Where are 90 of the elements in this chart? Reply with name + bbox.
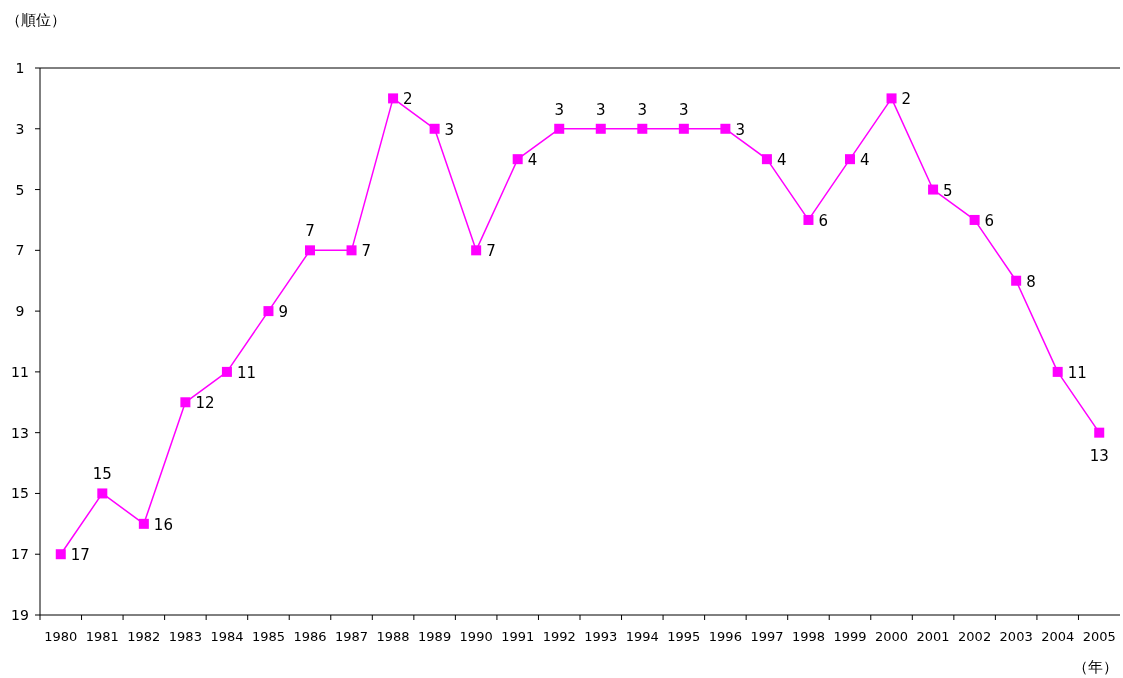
x-tick-label: 1990 <box>459 629 493 644</box>
y-tick-label: 3 <box>15 120 25 137</box>
data-label: 7 <box>486 242 496 261</box>
x-tick-label: 1996 <box>708 629 742 644</box>
y-axis-title: （順位） <box>6 11 66 29</box>
y-tick-label: 7 <box>15 242 25 259</box>
x-tick-label: 1993 <box>584 629 618 644</box>
x-tick-label: 1980 <box>44 629 78 644</box>
y-tick-label: 1 <box>15 60 25 76</box>
point <box>1052 366 1063 377</box>
data-label: 7 <box>305 222 315 241</box>
data-label: 3 <box>554 100 564 119</box>
x-tick-label: 2000 <box>874 629 909 644</box>
data-label: 9 <box>278 303 289 322</box>
data-label: 11 <box>236 363 257 382</box>
data-label: 6 <box>818 211 829 230</box>
x-tick-label: 1998 <box>791 629 826 644</box>
y-tick-label: 19 <box>11 607 29 623</box>
point <box>263 306 274 317</box>
x-tick-label: 1985 <box>251 629 286 644</box>
x-tick-label: 1981 <box>85 629 119 644</box>
point <box>554 123 565 134</box>
x-tick-label: 1999 <box>833 629 867 644</box>
data-label: 6 <box>984 211 995 230</box>
x-tick-label: 2002 <box>958 629 992 644</box>
data-label: 3 <box>637 100 648 119</box>
data-label: 3 <box>596 100 606 119</box>
y-tick-label: 11 <box>11 363 29 380</box>
point <box>305 245 315 256</box>
data-label: 4 <box>527 151 538 170</box>
data-label: 3 <box>735 120 745 139</box>
data-label: 4 <box>860 151 870 170</box>
point <box>1011 275 1022 286</box>
point <box>97 488 108 499</box>
y-tick-label: 5 <box>15 181 25 198</box>
point <box>928 184 939 195</box>
x-tick-label: 1986 <box>293 629 327 644</box>
point <box>678 123 689 134</box>
data-label: 13 <box>1089 446 1109 465</box>
point <box>429 123 440 134</box>
x-tick-label: 1988 <box>376 629 410 644</box>
x-tick-label: 1994 <box>625 629 659 644</box>
x-tick-label: 2003 <box>999 629 1033 644</box>
point <box>886 93 897 104</box>
data-label: 17 <box>70 546 90 565</box>
x-tick-label: 1989 <box>418 629 452 644</box>
point <box>845 154 855 165</box>
data-label: 11 <box>1067 363 1087 382</box>
point <box>55 549 66 560</box>
point <box>346 245 357 256</box>
data-label: 12 <box>195 394 215 413</box>
x-tick-label: 2005 <box>1082 629 1116 644</box>
y-tick-label: 15 <box>11 485 29 502</box>
x-tick-label: 1984 <box>210 629 244 644</box>
x-tick-label: 1983 <box>168 629 202 644</box>
point <box>138 518 149 529</box>
point <box>471 245 482 256</box>
point <box>595 123 606 134</box>
data-label: 5 <box>943 181 953 200</box>
point <box>1094 427 1105 438</box>
data-label: 7 <box>361 242 372 261</box>
data-label: 3 <box>444 120 455 139</box>
x-tick-label: 1987 <box>334 629 369 644</box>
data-label: 16 <box>153 515 173 534</box>
y-tick-label: 17 <box>11 546 29 563</box>
point <box>761 154 772 165</box>
x-tick-label: 1982 <box>127 629 161 644</box>
point <box>720 123 731 134</box>
x-tick-label: 2004 <box>1041 629 1075 644</box>
point <box>221 366 232 377</box>
y-tick-label: 13 <box>11 424 29 441</box>
point <box>388 93 399 104</box>
data-label: 2 <box>403 90 413 109</box>
data-label: 15 <box>92 465 112 484</box>
x-tick-label: 2001 <box>916 629 950 644</box>
data-label: 8 <box>1026 272 1036 291</box>
point <box>803 214 814 225</box>
point <box>512 154 523 165</box>
data-label: 2 <box>901 90 912 109</box>
x-tick-label: 1997 <box>750 629 784 644</box>
x-tick-label: 1995 <box>667 629 701 644</box>
x-tick-label: 1992 <box>542 629 576 644</box>
x-tick-label: 1991 <box>501 629 535 644</box>
data-label: 4 <box>776 151 787 170</box>
point <box>637 123 648 134</box>
y-tick-label: 9 <box>15 303 25 320</box>
x-axis-title: （年） <box>1073 658 1118 676</box>
point <box>969 214 980 225</box>
data-label: 3 <box>679 100 689 119</box>
point <box>180 397 191 408</box>
